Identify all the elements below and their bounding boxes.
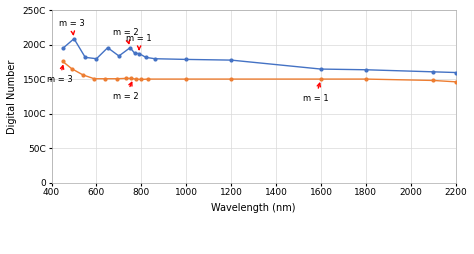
0.85 micron thick oil	[318, 68, 324, 71]
Y-axis label: Digital Number: Digital Number	[7, 59, 17, 134]
0.85 micron thick oil	[136, 52, 142, 55]
0.85 micron thick oil	[60, 47, 65, 50]
0.36 micron thick oil	[69, 67, 74, 70]
0.85 micron thick oil	[363, 68, 369, 71]
0.36 micron thick oil	[145, 77, 151, 81]
0.85 micron thick oil	[116, 54, 122, 57]
Text: m = 1: m = 1	[302, 83, 328, 103]
0.85 micron thick oil	[453, 71, 458, 74]
X-axis label: Wavelength (nm): Wavelength (nm)	[211, 203, 296, 213]
Text: m = 2: m = 2	[113, 82, 138, 101]
0.85 micron thick oil	[183, 58, 189, 61]
0.36 micron thick oil	[114, 77, 119, 80]
0.85 micron thick oil	[71, 37, 77, 40]
0.85 micron thick oil	[128, 46, 133, 49]
0.36 micron thick oil	[128, 77, 134, 80]
Line: 0.36 micron thick oil: 0.36 micron thick oil	[61, 59, 458, 84]
Text: m = 3: m = 3	[46, 66, 73, 84]
Text: m = 3: m = 3	[59, 19, 85, 35]
Line: 0.85 micron thick oil: 0.85 micron thick oil	[61, 37, 458, 75]
0.36 micron thick oil	[228, 77, 234, 81]
0.36 micron thick oil	[183, 77, 189, 81]
0.36 micron thick oil	[430, 79, 436, 82]
0.36 micron thick oil	[363, 77, 369, 81]
0.36 micron thick oil	[102, 77, 108, 80]
0.85 micron thick oil	[132, 52, 137, 55]
0.85 micron thick oil	[228, 59, 234, 62]
0.36 micron thick oil	[123, 77, 128, 80]
0.36 micron thick oil	[133, 77, 138, 81]
0.85 micron thick oil	[143, 56, 149, 59]
0.85 micron thick oil	[152, 57, 158, 60]
0.85 micron thick oil	[105, 46, 110, 49]
0.36 micron thick oil	[138, 78, 144, 81]
0.36 micron thick oil	[91, 77, 97, 80]
0.85 micron thick oil	[93, 57, 99, 60]
0.36 micron thick oil	[318, 77, 324, 81]
0.36 micron thick oil	[60, 60, 65, 63]
0.85 micron thick oil	[430, 70, 436, 73]
0.36 micron thick oil	[453, 80, 458, 83]
Text: m = 2: m = 2	[113, 28, 138, 43]
0.85 micron thick oil	[82, 56, 88, 59]
Text: m = 1: m = 1	[126, 34, 152, 49]
0.36 micron thick oil	[80, 73, 86, 76]
